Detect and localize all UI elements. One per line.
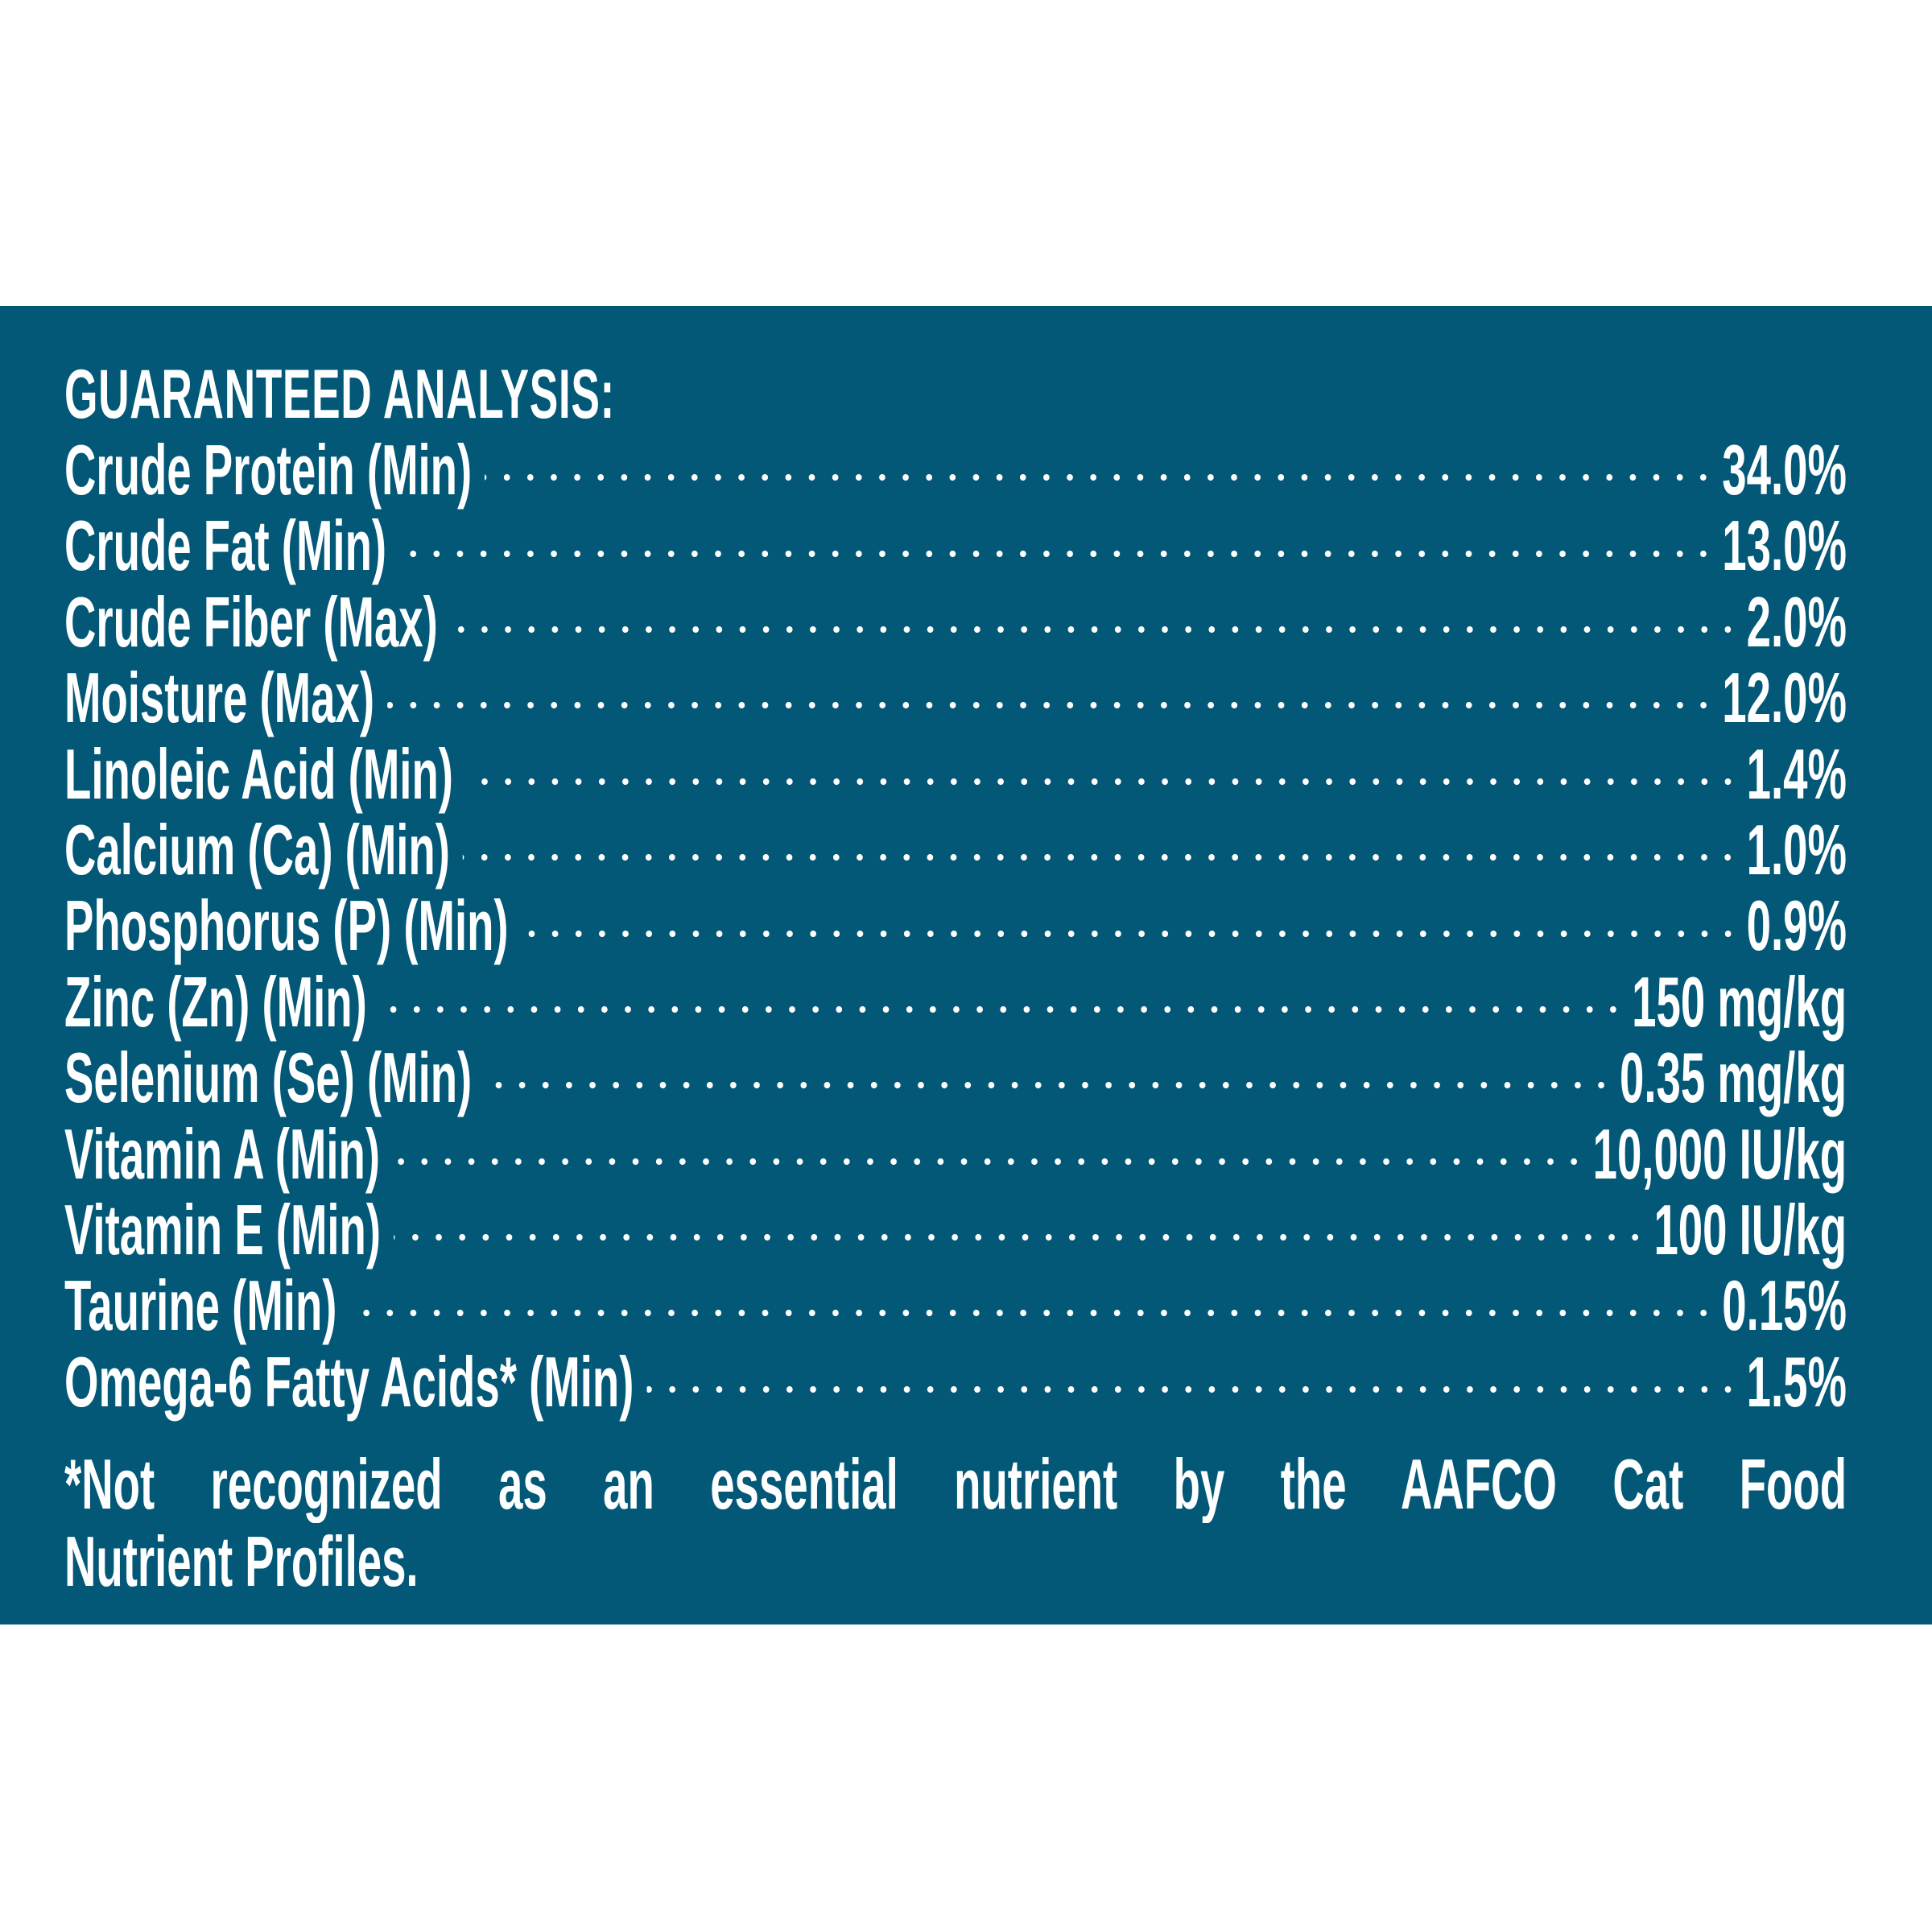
nutrient-value: 100 IU/kg [1653,1189,1847,1269]
nutrient-label: Crude Protein (Min) [64,430,473,510]
analysis-row: Taurine (Min) 0.15% [64,1265,1847,1346]
dot-leader [485,1080,1613,1092]
analysis-title: GUARANTEED ANALYSIS: [64,356,615,433]
analysis-row: Vitamin A (Min) 10,000 IU/kg [64,1113,1847,1194]
nutrient-value: 0.9% [1746,886,1847,966]
analysis-row: Selenium (Se) (Min) 0.35 mg/kg [64,1038,1847,1118]
analysis-row: Crude Fat (Min) 13.0% [64,506,1847,586]
dot-leader [379,1003,1625,1015]
nutrient-label: Moisture (Max) [64,658,374,738]
nutrient-value: 1.5% [1746,1341,1847,1422]
analysis-row: Moisture (Max) 12.0% [64,658,1847,738]
nutrient-label: Crude Fat (Min) [64,506,387,586]
nutrient-value: 13.0% [1722,506,1847,586]
footnote-line-1: *Not recognized as an essential nutrient… [64,1446,1847,1524]
nutrient-value: 0.15% [1722,1265,1847,1346]
nutrient-value: 10,000 IU/kg [1592,1113,1847,1194]
nutrient-label: Calcium (Ca) (Min) [64,809,450,890]
nutrient-label: Linoleic Acid (Min) [64,733,453,814]
analysis-row: Phosphorus (P) (Min) 0.9% [64,886,1847,966]
dot-leader [450,623,1740,635]
dot-leader [646,1383,1740,1395]
analysis-rows: Crude Protein (Min) 34.0% Crude Fat (Min) 1… [64,430,1847,1420]
analysis-content: GUARANTEED ANALYSIS: Crude Protein (Min)… [64,357,1847,1600]
guaranteed-analysis-panel: GUARANTEED ANALYSIS: Crude Protein (Min)… [0,306,1932,1624]
dot-leader [394,1232,1647,1244]
nutrient-label: Vitamin A (Min) [64,1113,381,1194]
nutrient-label: Omega-6 Fatty Acids* (Min) [64,1341,634,1422]
analysis-row: Crude Fiber (Max) 2.0% [64,584,1847,660]
analysis-row: Zinc (Zn) (Min) 150 mg/kg [64,964,1847,1040]
nutrient-label: Taurine (Min) [64,1265,337,1346]
footnote-line-2: Nutrient Profiles. [64,1521,419,1602]
nutrient-label: Vitamin E (Min) [64,1189,382,1269]
dot-leader [485,472,1715,484]
nutrient-value: 1.4% [1746,733,1847,814]
analysis-row: Linoleic Acid (Min) 1.4% [64,733,1847,814]
nutrient-value: 2.0% [1746,581,1847,662]
dot-leader [463,852,1740,864]
footnote: *Not recognized as an essential nutrient… [64,1446,1847,1600]
analysis-row: Omega-6 Fatty Acids* (Min) 1.5% [64,1344,1847,1420]
nutrient-label: Zinc (Zn) (Min) [64,961,367,1042]
nutrient-value: 1.0% [1746,809,1847,890]
dot-leader [387,700,1715,712]
nutrient-value: 0.35 mg/kg [1619,1038,1847,1118]
dot-leader [393,1155,1586,1167]
analysis-row: Vitamin E (Min) 100 IU/kg [64,1189,1847,1269]
dot-leader [466,775,1740,787]
nutrient-label: Phosphorus (P) (Min) [64,886,509,966]
nutrient-value: 34.0% [1722,430,1847,510]
dot-leader [399,547,1715,559]
nutrient-value: 150 mg/kg [1632,961,1847,1042]
analysis-row: Calcium (Ca) (Min) 1.0% [64,809,1847,890]
nutrient-label: Selenium (Se) (Min) [64,1038,473,1118]
nutrient-label: Crude Fiber (Max) [64,581,438,662]
nutrient-value: 12.0% [1722,658,1847,738]
dot-leader [521,927,1740,939]
analysis-row: Crude Protein (Min) 34.0% [64,430,1847,510]
dot-leader [349,1307,1715,1319]
